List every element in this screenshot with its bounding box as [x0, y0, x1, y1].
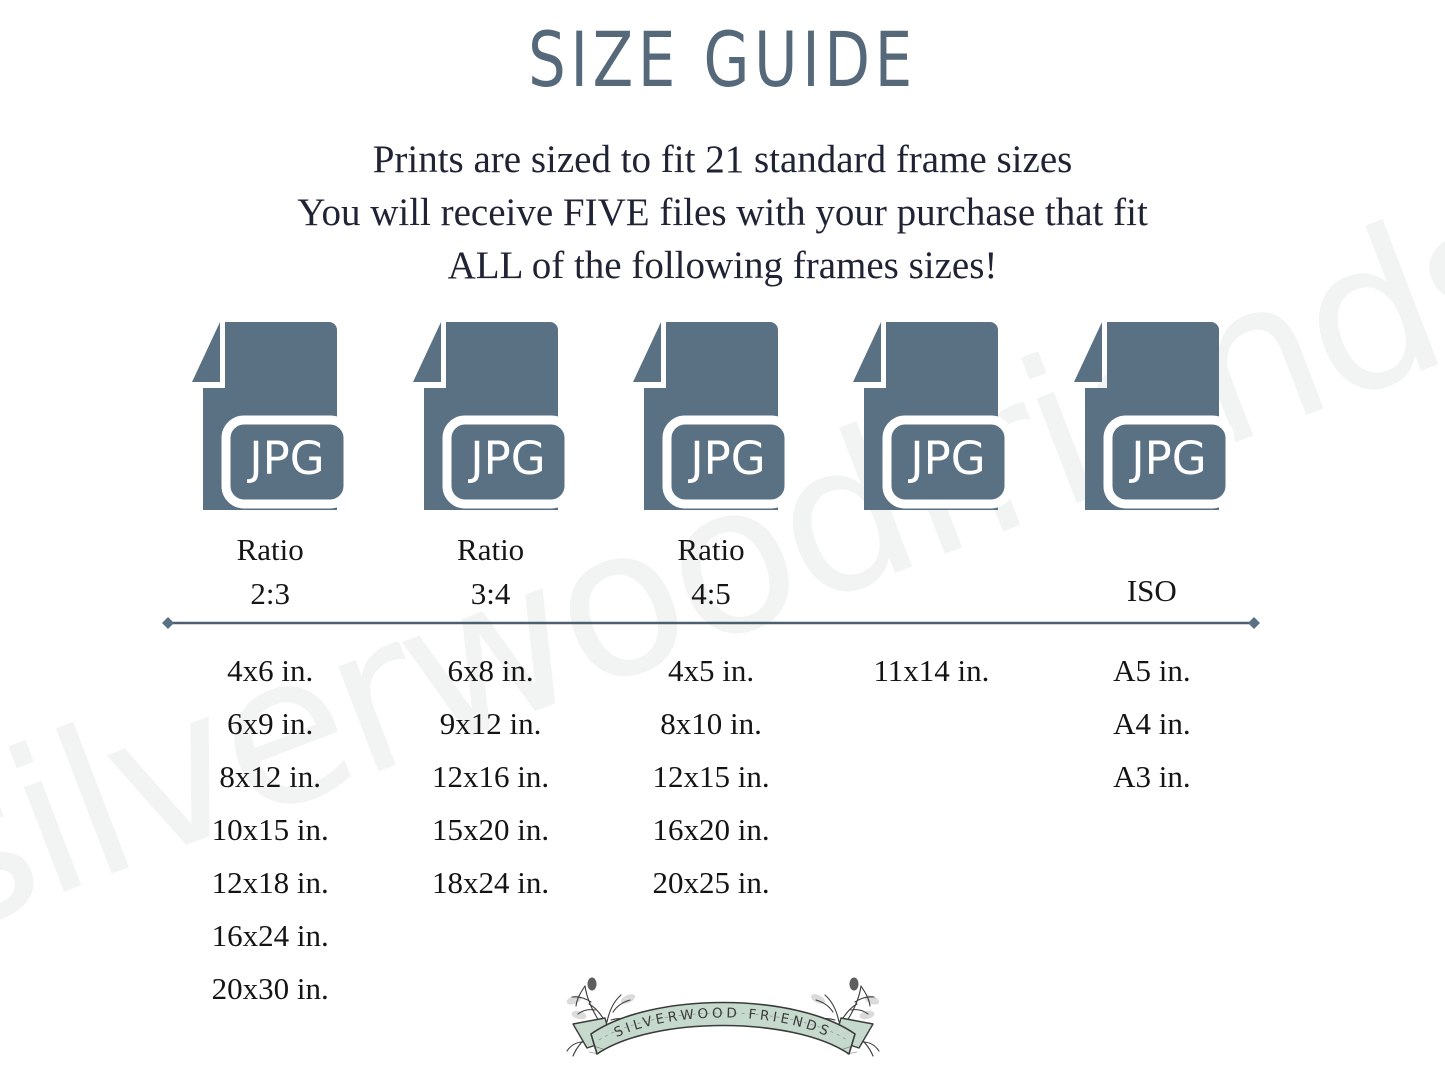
jpg-badge-label: JPG — [687, 432, 765, 485]
size-column-1: 4x6 in. 6x9 in. 8x12 in. 10x15 in. 12x18… — [160, 644, 380, 1015]
size-column-5: A5 in. A4 in. A3 in. — [1042, 644, 1262, 1015]
size-item: A5 in. — [1113, 653, 1191, 688]
banner-ribbon: SILVERWOOD FRIENDS — [571, 1001, 874, 1055]
subtitle-line-1: Prints are sized to fit 21 standard fram… — [372, 138, 1073, 181]
ratio-caption-2: Ratio 3:4 — [457, 528, 524, 616]
size-item: 9x12 in. — [439, 706, 542, 741]
size-column-3: 4x5 in. 8x10 in. 12x15 in. 16x20 in. 20x… — [601, 644, 821, 1015]
jpg-file-icon: JPG — [853, 322, 1014, 510]
ratio-caption-3-line1: Ratio — [677, 532, 745, 567]
ratio-caption-5: ISO — [1127, 528, 1177, 616]
divider-rule — [162, 617, 1260, 629]
size-item: 11x14 in. — [873, 653, 990, 688]
jpg-badge-label: JPG — [908, 432, 986, 485]
ratio-column-4: JPG — [821, 318, 1041, 616]
ratio-caption-1-line1: Ratio — [236, 532, 304, 567]
size-item: 15x20 in. — [432, 812, 550, 847]
size-lists: 4x6 in. 6x9 in. 8x12 in. 10x15 in. 12x18… — [160, 644, 1262, 1015]
jpg-badge-label: JPG — [247, 432, 325, 485]
ratio-column-2: JPG Ratio 3:4 — [380, 318, 600, 616]
jpg-badge-label: JPG — [467, 432, 545, 485]
ratio-caption-1: Ratio 2:3 — [237, 528, 304, 616]
size-item: 16x24 in. — [211, 918, 329, 953]
divider-right-endpoint — [1248, 617, 1260, 629]
page-title: SIZE GUIDE — [528, 15, 917, 104]
size-column-2: 6x8 in. 9x12 in. 12x16 in. 15x20 in. 18x… — [380, 644, 600, 1015]
size-item: 8x12 in. — [219, 759, 322, 794]
jpg-file-icon: JPG — [1073, 322, 1235, 510]
ratio-column-3: JPG Ratio 4:5 — [601, 318, 821, 616]
divider-left-endpoint — [162, 617, 174, 629]
brand-logo: SILVERWOOD FRIENDS — [565, 977, 880, 1057]
ratio-caption-1-line2: 2:3 — [250, 576, 290, 611]
ratio-column-1: JPG Ratio 2:3 — [160, 318, 380, 616]
subtitle-line-2: You will receive FIVE files with your pu… — [297, 191, 1148, 234]
ratio-caption-5-line1: ISO — [1126, 573, 1177, 608]
ratio-caption-2-line1: Ratio — [457, 532, 525, 567]
size-item: 10x15 in. — [211, 812, 329, 847]
size-item: 12x15 in. — [652, 759, 770, 794]
jpg-file-icon: JPG — [412, 322, 574, 510]
ratio-caption-3-line2: 4:5 — [691, 576, 731, 611]
size-item: 6x9 in. — [227, 706, 314, 741]
size-column-4: 11x14 in. — [821, 644, 1041, 1015]
size-item: 20x30 in. — [211, 971, 329, 1006]
size-item: 16x20 in. — [652, 812, 770, 847]
subtitle-line-3: ALL of the following frames sizes! — [447, 244, 998, 287]
size-item: A4 in. — [1113, 706, 1191, 741]
size-item: 12x18 in. — [211, 865, 329, 900]
ratio-caption-2-line2: 3:4 — [470, 576, 511, 611]
subtitle-block: Prints are sized to fit 21 standard fram… — [0, 133, 1445, 292]
jpg-file-icon: JPG — [192, 322, 353, 510]
size-item: A3 in. — [1113, 759, 1191, 794]
size-item: 4x6 in. — [227, 653, 314, 688]
size-item: 18x24 in. — [432, 865, 550, 900]
size-item: 20x25 in. — [652, 865, 770, 900]
file-type-columns: JPG Ratio 2:3 JPG Ratio 3:4 — [160, 318, 1262, 616]
size-item: 4x5 in. — [667, 653, 755, 688]
ratio-caption-3: Ratio 4:5 — [677, 528, 744, 616]
jpg-badge-label: JPG — [1128, 432, 1206, 485]
size-item: 12x16 in. — [432, 759, 550, 794]
ratio-column-5: JPG ISO — [1042, 318, 1262, 616]
size-item: 6x8 in. — [447, 653, 534, 688]
jpg-file-icon: JPG — [633, 322, 794, 510]
size-item: 8x10 in. — [660, 706, 762, 741]
